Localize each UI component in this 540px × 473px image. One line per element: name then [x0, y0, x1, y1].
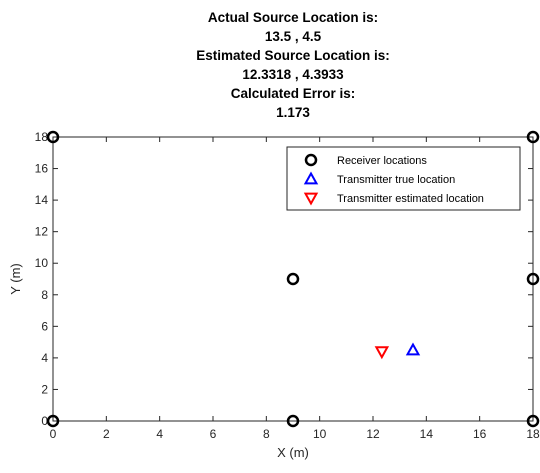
- y-tick-label: 14: [35, 193, 49, 207]
- y-tick-label: 2: [41, 382, 48, 396]
- axis-ticks: 0 2 4 6 8 10 12 14 16 18 0 2 4 6 8 10 12 14 16 18: [35, 130, 540, 441]
- x-tick-label: 2: [103, 427, 110, 441]
- title-line-2: 13.5 , 4.5: [265, 29, 322, 44]
- series-1-point: [526, 414, 540, 428]
- y-axis-label: Y (m): [8, 263, 23, 295]
- series-1-point: [526, 272, 540, 286]
- legend-marker-1: [304, 153, 318, 167]
- y-tick-label: 4: [41, 351, 48, 365]
- series-1-point: [526, 130, 540, 144]
- series-1-point: [46, 130, 60, 144]
- legend-marker-2: [303, 171, 319, 185]
- x-tick-label: 14: [420, 427, 434, 441]
- x-tick-label: 0: [50, 427, 57, 441]
- legend-label-2: Transmitter true location: [337, 174, 455, 186]
- y-tick-label: 6: [41, 319, 48, 333]
- x-tick-label: 18: [526, 427, 540, 441]
- x-tick-label: 4: [156, 427, 163, 441]
- title-line-6: 1.173: [276, 105, 310, 120]
- chart-title: Actual Source Location is: 13.5 , 4.5 Esti…: [196, 10, 390, 120]
- legend-label-1: Receiver locations: [337, 155, 427, 167]
- legend-label-3: Transmitter estimated location: [337, 193, 484, 205]
- y-tick-label: 16: [35, 162, 49, 176]
- title-line-3: Estimated Source Location is:: [196, 48, 390, 63]
- x-tick-label: 16: [473, 427, 487, 441]
- series-2-point: [405, 342, 421, 356]
- series-1-point: [286, 414, 300, 428]
- y-tick-label: 12: [35, 225, 49, 239]
- x-axis-label: X (m): [277, 445, 309, 460]
- x-tick-label: 10: [313, 427, 327, 441]
- series-1-point: [286, 272, 300, 286]
- y-tick-label: 10: [35, 256, 49, 270]
- data-points: [46, 130, 540, 428]
- series-3-point: [374, 346, 390, 360]
- title-line-1: Actual Source Location is:: [208, 10, 378, 25]
- legend: Receiver locations Transmitter true locat…: [286, 146, 521, 211]
- series-1-point: [46, 414, 60, 428]
- x-tick-label: 12: [366, 427, 380, 441]
- legend-marker-3: [303, 192, 319, 206]
- title-line-4: 12.3318 , 4.3933: [242, 67, 344, 82]
- x-tick-label: 8: [263, 427, 270, 441]
- y-tick-label: 18: [35, 130, 49, 144]
- legend-box: [286, 146, 521, 211]
- y-tick-label: 8: [41, 288, 48, 302]
- x-tick-label: 6: [210, 427, 217, 441]
- title-line-5: Calculated Error is:: [231, 86, 356, 101]
- y-tick-label: 0: [41, 414, 48, 428]
